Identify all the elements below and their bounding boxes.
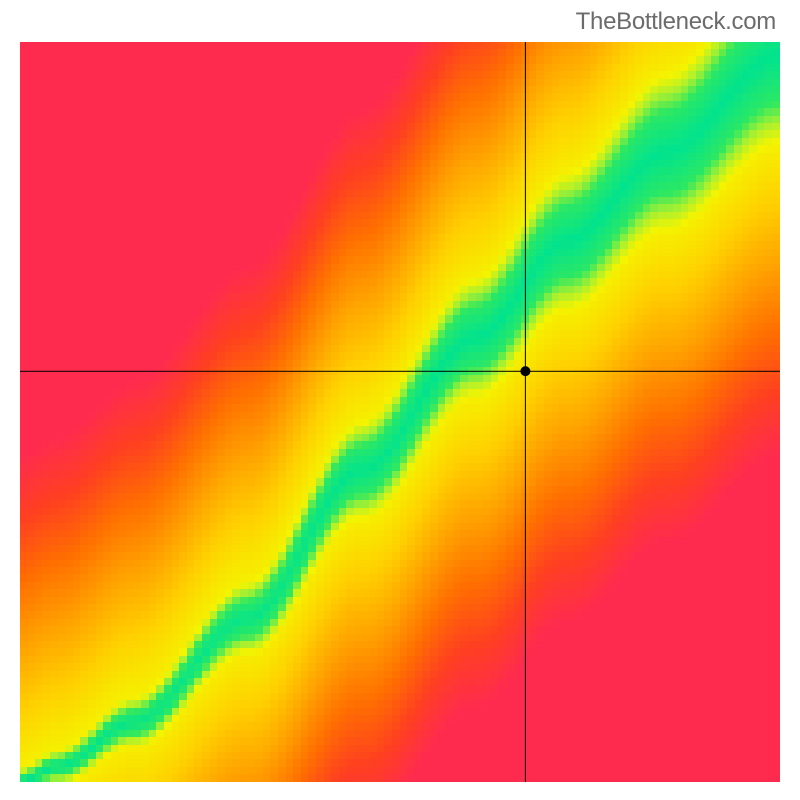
heatmap-canvas [20,42,780,782]
plot-area [20,42,780,782]
watermark-text: TheBottleneck.com [576,8,776,36]
chart-container: TheBottleneck.com [0,0,800,800]
